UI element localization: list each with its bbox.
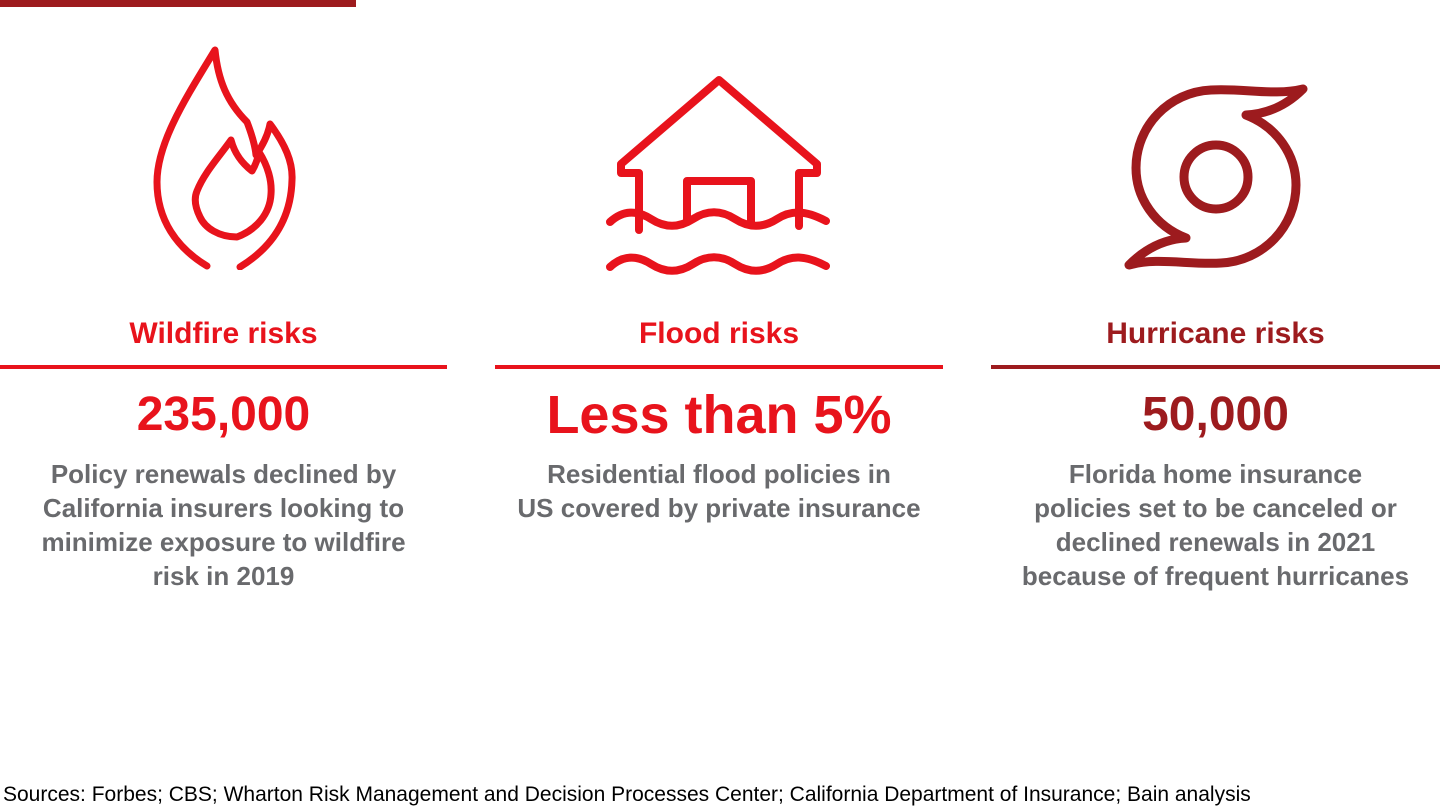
stat-description: Residential flood policies in US covered…	[517, 459, 921, 523]
column-wildfire: Wildfire risks 235,000 Policy renewals d…	[0, 0, 447, 593]
stat-value: Less than 5%	[546, 385, 892, 445]
flame-icon	[153, 46, 296, 270]
title-underline	[0, 365, 447, 369]
wildfire-icon-area	[0, 0, 447, 310]
column-flood: Flood risks Less than 5% Residential flo…	[495, 0, 943, 593]
column-hurricane: Hurricane risks 50,000 Florida home insu…	[991, 0, 1440, 593]
title-underline	[495, 365, 943, 369]
sources-line: Sources: Forbes; CBS; Wharton Risk Manag…	[3, 783, 1251, 806]
stat-description: Policy renewals declined by California i…	[41, 459, 406, 591]
stat-description: Florida home insurance policies set to b…	[1021, 459, 1410, 591]
top-accent-bar	[0, 0, 356, 7]
stat-columns: Wildfire risks 235,000 Policy renewals d…	[0, 0, 1440, 593]
stat-value: 50,000	[1142, 388, 1289, 441]
hurricane-icon	[1124, 84, 1307, 270]
stat-value: 235,000	[136, 388, 311, 441]
flood-icon-area	[495, 0, 943, 310]
column-title: Hurricane risks	[1106, 317, 1325, 350]
title-underline	[991, 365, 1440, 369]
flooded-house-icon	[606, 76, 830, 275]
column-title: Wildfire risks	[129, 317, 318, 350]
hurricane-icon-area	[991, 0, 1440, 310]
column-title: Flood risks	[638, 317, 800, 350]
